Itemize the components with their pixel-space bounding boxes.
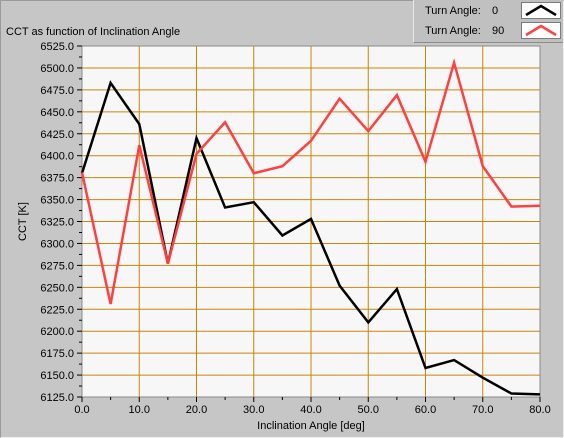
y-tick-label: 6300.0 [40,238,74,250]
y-tick-label: 6275.0 [40,260,74,272]
legend-label: Turn Angle: [425,5,481,17]
x-tick-label: 30.0 [243,404,264,416]
legend-swatch[interactable] [521,22,561,39]
legend-line-icon [525,4,557,17]
y-tick-label: 6400.0 [40,151,74,163]
y-tick-label: 6175.0 [40,348,74,360]
x-axis: 0.0 10.0 20.0 30.0 40.0 50.0 60.0 70.0 80.0 [74,397,551,416]
legend-swatch[interactable] [521,2,561,19]
plot-legend[interactable]: Turn Angle: 0 Turn Angle: 90 [413,0,563,43]
x-tick-label: 60.0 [415,404,436,416]
legend-value: 90 [492,25,505,37]
y-axis-title: CCT [K] [17,202,29,241]
x-tick-label: 50.0 [358,404,379,416]
x-tick-label: 80.0 [529,404,550,416]
y-tick-label: 6375.0 [40,173,74,185]
x-tick-label: 0.0 [74,404,89,416]
legend-entry-90[interactable]: Turn Angle: 90 [414,21,563,41]
x-tick-label: 40.0 [300,404,321,416]
x-tick-label: 70.0 [472,404,493,416]
grid-lines [82,46,540,397]
y-axis: 6125.0 6150.0 6175.0 6200.0 6225.0 6250.0 6275… [40,41,82,404]
x-tick-label: 20.0 [186,404,207,416]
series-lines [80,58,541,396]
y-tick-label: 6450.0 [40,107,74,119]
chart-title: CCT as function of Inclination Angle [6,26,181,38]
y-tick-label: 6350.0 [40,195,74,207]
y-tick-label: 6250.0 [40,282,74,294]
y-tick-label: 6500.0 [40,63,74,75]
legend-label: Turn Angle: [425,25,481,37]
y-tick-label: 6425.0 [40,129,74,141]
y-tick-label: 6325.0 [40,217,74,229]
legend-entry-0[interactable]: Turn Angle: 0 [414,1,563,21]
legend-value: 0 [492,5,499,17]
y-tick-label: 6525.0 [40,41,74,53]
y-tick-label: 6200.0 [40,326,74,338]
legend-line-icon [525,24,557,37]
y-tick-label: 6125.0 [40,392,74,404]
y-tick-label: 6475.0 [40,85,74,97]
x-axis-title: Inclination Angle [deg] [257,420,365,432]
y-tick-label: 6150.0 [40,370,74,382]
y-tick-label: 6225.0 [40,304,74,316]
x-tick-label: 10.0 [129,404,150,416]
